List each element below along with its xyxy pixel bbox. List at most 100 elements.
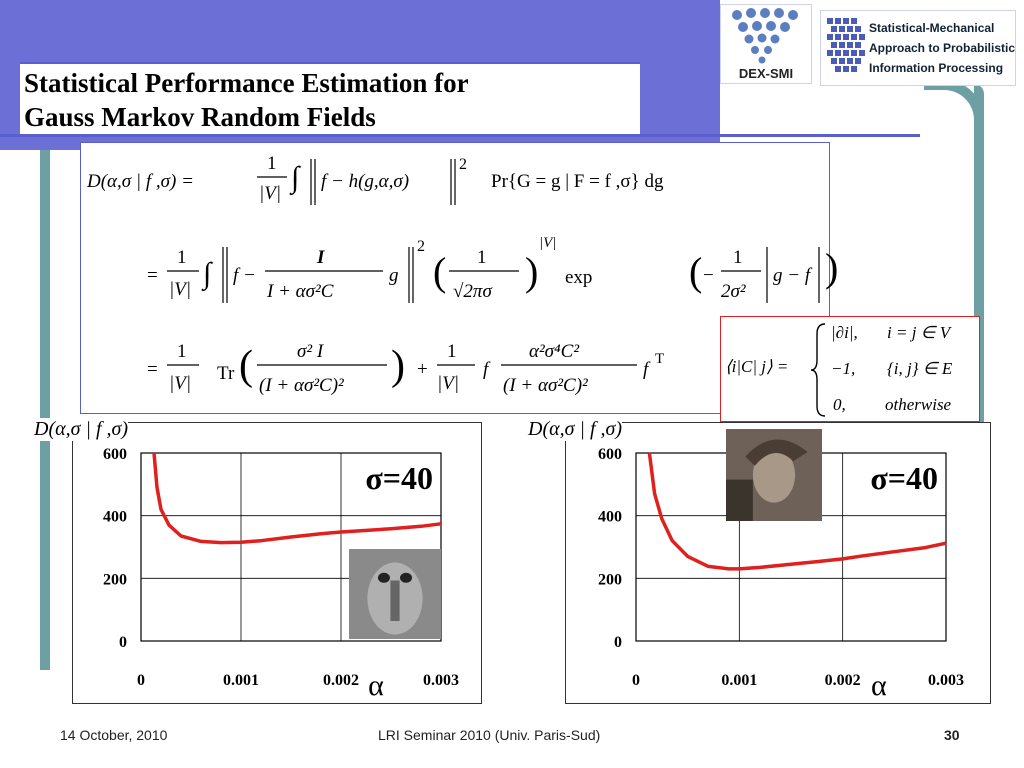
svg-text:|V|: |V| — [539, 235, 556, 251]
x-axis-label: α — [368, 669, 384, 702]
chart-left-title: D(α,σ | f ,σ) — [34, 418, 129, 441]
svg-text:(I + ασ²C)²: (I + ασ²C)² — [259, 375, 344, 396]
svg-text:I: I — [316, 247, 325, 268]
formula-lhs: D(α,σ | f ,σ) = — [87, 171, 194, 192]
smapip-logo: Statistical-Mechanical Approach to Proba… — [820, 10, 1016, 86]
svg-text:g − f: g − f — [773, 265, 813, 286]
svg-text:1: 1 — [447, 341, 457, 362]
title-line-2: Gauss Markov Random Fields — [24, 102, 376, 132]
svg-text:+: + — [417, 359, 428, 380]
x-tick-label: 0.002 — [323, 672, 359, 689]
series-line — [152, 452, 442, 545]
svg-text:σ² I: σ² I — [297, 341, 325, 362]
formula-line1-rhs: Pr{G = g | F = f ,σ} dg — [491, 171, 664, 192]
case-1-condition: i = j ∈ V — [887, 323, 951, 342]
x-tick-label: 0.003 — [928, 672, 964, 689]
svg-text:|V|: |V| — [437, 373, 459, 394]
title-box: Statistical Performance Estimation for G… — [20, 62, 640, 136]
x-tick-label: 0.002 — [825, 672, 861, 689]
svg-text:(: ( — [433, 249, 446, 294]
baboon-image — [349, 549, 441, 639]
dex-logo-label: DEX-SMI — [738, 66, 794, 81]
chart-panel-right: 0 0.001 0.002 0.003 0 200 400 600 σ=40 α — [565, 422, 991, 704]
dex-smi-logo: DEX-SMI — [720, 4, 812, 84]
svg-text:−: − — [703, 265, 714, 286]
y-tick-label: 400 — [103, 509, 127, 526]
svg-text:I + ασ²C: I + ασ²C — [266, 281, 334, 302]
footer-date: 14 October, 2010 — [60, 727, 168, 743]
brace-icon — [810, 323, 826, 417]
svg-text:(I + ασ²C)²: (I + ασ²C)² — [503, 375, 588, 396]
y-tick-label: 400 — [598, 509, 622, 526]
svg-text:): ) — [825, 245, 837, 290]
svg-text:): ) — [391, 343, 405, 389]
svg-text:f: f — [643, 359, 651, 380]
smapip-line-1: Statistical-Mechanical — [869, 21, 995, 35]
svg-text:2: 2 — [417, 238, 425, 255]
y-tick-label: 200 — [103, 571, 127, 588]
svg-text:√2πσ: √2πσ — [453, 281, 492, 302]
svg-text:1: 1 — [177, 247, 187, 268]
svg-text:f: f — [483, 359, 491, 380]
svg-text:(: ( — [689, 249, 702, 294]
title-underline — [0, 134, 920, 137]
svg-text:2σ²: 2σ² — [721, 281, 746, 302]
x-tick-label: 0.001 — [223, 672, 259, 689]
x-axis-label: α — [871, 669, 887, 702]
y-tick-label: 600 — [103, 446, 127, 463]
y-tick-label: 200 — [598, 571, 622, 588]
x-tick-label: 0.003 — [423, 672, 459, 689]
hair-shape — [726, 479, 753, 521]
svg-text:=: = — [147, 359, 158, 380]
svg-text:|V|: |V| — [259, 183, 281, 204]
chart-right-title: D(α,σ | f ,σ) — [528, 418, 623, 441]
svg-text:1: 1 — [177, 341, 187, 362]
svg-text:2: 2 — [459, 156, 467, 173]
dots-logo-icon — [732, 8, 798, 64]
chart-panel-left: 0 0.001 0.002 0.003 0 200 400 600 σ=40 α — [72, 422, 482, 704]
case-2-condition: {i, j} ∈ E — [887, 359, 953, 378]
formula-box: D(α,σ | f ,σ) = 1 |V| ∫ f − h(g,α,σ) 2 P… — [80, 142, 837, 414]
portrait-image — [726, 429, 822, 521]
eye-shape — [400, 572, 413, 583]
x-tick-label: 0 — [632, 672, 640, 689]
svg-text:α²σ⁴C²: α²σ⁴C² — [529, 341, 579, 362]
title-line-1: Statistical Performance Estimation for — [24, 68, 469, 98]
chart-left: 0 0.001 0.002 0.003 0 200 400 600 σ=40 α — [103, 446, 459, 702]
formula-exp: exp — [565, 267, 593, 288]
matrix-lhs: ⟨i|C| j⟩ = — [725, 357, 789, 376]
formula-trace: Tr — [217, 363, 235, 384]
svg-text:f − h(g,α,σ): f − h(g,α,σ) — [321, 171, 409, 192]
case-3-condition: otherwise — [885, 395, 952, 414]
eye-shape — [377, 572, 390, 583]
svg-text:=: = — [147, 265, 158, 286]
svg-text:f −: f − — [233, 265, 256, 286]
grid-logo-icon — [827, 18, 865, 72]
y-tick-label: 0 — [119, 634, 127, 651]
footer-page-number: 30 — [944, 727, 960, 743]
face-shape — [752, 447, 796, 503]
formula-line3-graphic: = 1 |V| ( σ² I (I + ασ²C)² ) + 1 |V| f α… — [147, 341, 664, 396]
svg-text:1: 1 — [733, 247, 743, 268]
svg-text:): ) — [525, 249, 538, 294]
slide-title: Statistical Performance Estimation for G… — [24, 66, 469, 134]
sigma-annotation: σ=40 — [870, 460, 938, 496]
svg-text:∫: ∫ — [201, 257, 213, 292]
x-tick-label: 0 — [137, 672, 145, 689]
svg-text:g: g — [389, 265, 399, 286]
case-2-value: −1, — [831, 359, 856, 378]
formula-line1-graphic: 1 |V| ∫ f − h(g,α,σ) 2 — [257, 153, 467, 205]
y-tick-label: 0 — [614, 634, 622, 651]
footer-event: LRI Seminar 2010 (Univ. Paris-Sud) — [378, 727, 601, 743]
smapip-line-2: Approach to Probabilistic — [869, 41, 1016, 55]
hat-shape — [745, 439, 808, 466]
x-tick-label: 0.001 — [721, 672, 757, 689]
y-tick-label: 600 — [598, 446, 622, 463]
smapip-line-3: Information Processing — [869, 61, 1004, 75]
chart-right: 0 0.001 0.002 0.003 0 200 400 600 σ=40 α — [598, 429, 964, 702]
nose-shape — [390, 580, 400, 621]
svg-text:T: T — [655, 351, 664, 367]
case-1-value: |∂i|, — [831, 323, 858, 342]
sigma-annotation: σ=40 — [365, 460, 433, 496]
svg-text:(: ( — [239, 343, 253, 389]
